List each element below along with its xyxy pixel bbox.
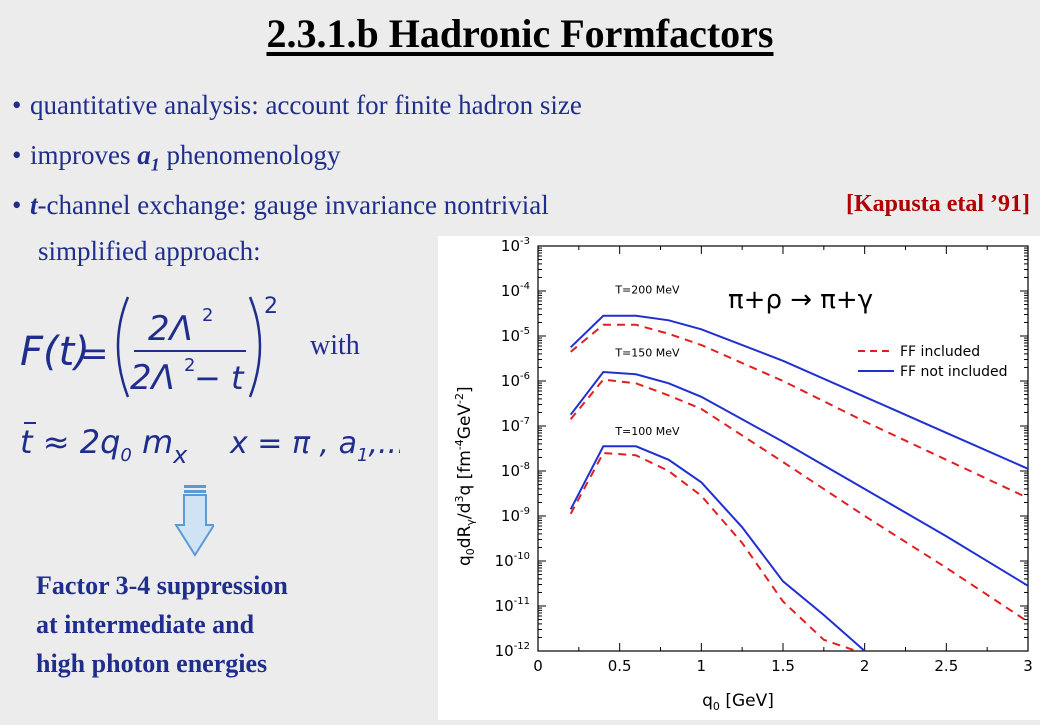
y-tick-label: 10-9	[501, 506, 530, 525]
a1-symbol: a	[137, 140, 151, 170]
formula-denominator: 2Λ	[130, 358, 175, 398]
chart-svg: 0 0.5 1 1.5 2 2.5 3 10-3 10-4 10-5 10-6 10-7 10-8 10-…	[453, 236, 1033, 713]
y-axis-title: q0dRγ/d3q [fm-4GeV-2]	[453, 386, 477, 566]
x-tick-label: 3	[1023, 657, 1033, 675]
bullet-1-text: quantitative analysis: account for finit…	[30, 90, 582, 120]
formula-denominator-tail: − t	[194, 359, 245, 397]
series-line-1	[570, 323, 1029, 499]
bullet-3-text: -channel exchange: gauge invariance nont…	[37, 190, 549, 220]
y-tick-label: 10-7	[501, 416, 530, 435]
formfactor-formula: F(t) = 2Λ 2 2Λ 2 − t 2 t ≈ 2q0 mx x = π …	[20, 294, 400, 465]
y-tick-label: 10-11	[495, 596, 530, 615]
bullet-1: • quantitative analysis: account for fini…	[12, 90, 582, 121]
y-tick-label: 10-6	[501, 371, 530, 390]
right-paren	[248, 296, 262, 398]
legend-label-ff-included: FF included	[900, 344, 980, 360]
x-tick-label: 0.5	[608, 657, 632, 675]
summary-line-1: Factor 3-4 suppression	[36, 571, 288, 600]
photon-rate-plot: 0 0.5 1 1.5 2 2.5 3 10-3 10-4 10-5 10-6 10-7 10-8 10-…	[438, 236, 1040, 720]
left-paren	[116, 296, 130, 398]
bullet-2-tail: phenomenology	[159, 140, 341, 170]
y-tick-label: 10-12	[495, 641, 530, 660]
summary-text: Factor 3-4 suppression at intermediate a…	[36, 566, 288, 683]
x-tick-label: 2.5	[934, 657, 958, 675]
bullet-dot: •	[12, 140, 22, 170]
bullet-dot: •	[12, 190, 22, 220]
series-line-5	[569, 451, 857, 652]
x-tick-label: 2	[860, 657, 870, 675]
y-tick-label: 10-10	[495, 551, 530, 570]
series-line-3	[569, 378, 1029, 623]
series-line-2	[569, 370, 1029, 587]
a1-subscript: 1	[150, 154, 160, 175]
y-tick-label: 10-8	[501, 461, 530, 480]
y-tick-label: 10-4	[501, 281, 530, 300]
tbar-expression: t ≈ 2q0 mx	[20, 423, 188, 465]
chart-title: π+ρ → π+γ	[728, 285, 873, 315]
bullet-2-text: improves	[30, 140, 138, 170]
formula-lhs: F(t)	[20, 329, 90, 375]
bullet-3: • t-channel exchange: gauge invariance no…	[12, 190, 549, 221]
y-tick-label: 10-3	[501, 236, 530, 255]
x-tick-label: 1	[697, 657, 707, 675]
formula-denominator-exp: 2	[184, 355, 195, 376]
slide-title: 2.3.1.b Hadronic Formfactors	[266, 11, 774, 56]
formula-numerator: 2Λ	[148, 309, 193, 349]
y-tick-label: 10-5	[501, 326, 530, 345]
with-label: with	[310, 330, 360, 361]
simplified-label: simplified approach:	[38, 236, 261, 266]
formula-eq: =	[80, 334, 109, 374]
bullet-2: • improves a1 phenomenology	[12, 140, 340, 175]
series-line-0	[570, 314, 1029, 470]
temperature-label: T=100 MeV	[614, 425, 680, 438]
summary-line-2: at intermediate and	[36, 610, 255, 639]
x-tick-label: 0	[533, 657, 543, 675]
temperature-label: T=150 MeV	[614, 346, 680, 359]
summary-line-3: high photon energies	[36, 649, 268, 678]
x-axis-title: q0 [GeV]	[702, 691, 774, 713]
legend-label-ff-not-included: FF not included	[900, 364, 1008, 380]
formula-outer-exp: 2	[264, 294, 278, 319]
x-tick-label: 1.5	[771, 657, 795, 675]
bullet-dot: •	[12, 90, 22, 120]
down-arrow-icon	[174, 485, 214, 557]
x-definition: x = π , a1,...	[229, 426, 400, 465]
formula-numerator-exp: 2	[202, 305, 213, 326]
legend: FF included FF not included	[858, 344, 1008, 380]
temperature-label: T=200 MeV	[614, 283, 680, 296]
series-line-4	[569, 445, 866, 652]
citation: [Kapusta etal ’91]	[846, 191, 1030, 217]
t-symbol: t	[30, 190, 38, 220]
